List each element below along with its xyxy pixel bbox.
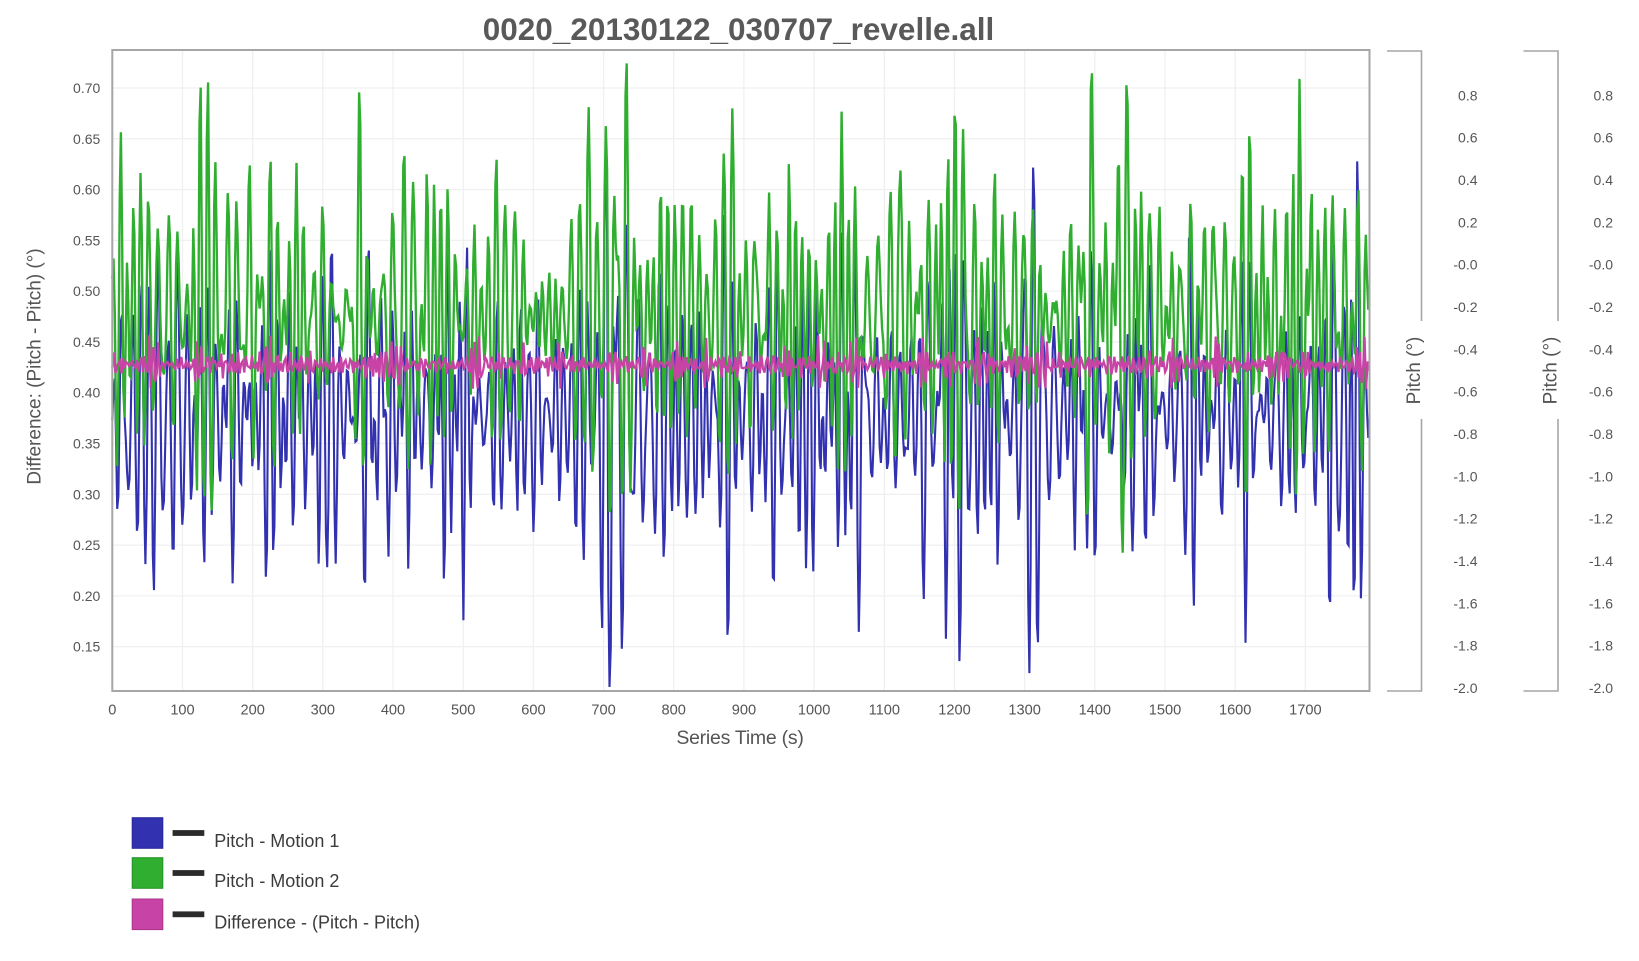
svg-text:-0.4: -0.4 bbox=[1453, 341, 1477, 357]
svg-text:1100: 1100 bbox=[869, 703, 900, 719]
svg-text:0.4: 0.4 bbox=[1458, 172, 1478, 188]
svg-text:-1.8: -1.8 bbox=[1453, 638, 1477, 654]
svg-text:-1.6: -1.6 bbox=[1453, 595, 1477, 611]
svg-text:1300: 1300 bbox=[1008, 703, 1040, 719]
svg-text:0.70: 0.70 bbox=[73, 80, 100, 96]
svg-text:0.30: 0.30 bbox=[73, 486, 100, 502]
svg-text:-1.8: -1.8 bbox=[1589, 638, 1613, 654]
svg-text:0.50: 0.50 bbox=[73, 283, 100, 299]
svg-text:Pitch - Motion 2: Pitch - Motion 2 bbox=[214, 871, 339, 891]
svg-text:0.25: 0.25 bbox=[73, 537, 100, 553]
svg-text:1700: 1700 bbox=[1289, 703, 1321, 719]
svg-text:Difference: (Pitch - Pitch) (°: Difference: (Pitch - Pitch) (°) bbox=[25, 248, 46, 484]
svg-text:-0.8: -0.8 bbox=[1589, 426, 1613, 442]
svg-text:1200: 1200 bbox=[938, 703, 970, 719]
svg-text:1000: 1000 bbox=[798, 703, 830, 719]
svg-text:0.2: 0.2 bbox=[1458, 214, 1478, 230]
svg-text:0.2: 0.2 bbox=[1594, 214, 1614, 230]
svg-text:Pitch - Motion 1: Pitch - Motion 1 bbox=[214, 831, 339, 851]
svg-text:-0.8: -0.8 bbox=[1453, 426, 1477, 442]
svg-text:0.4: 0.4 bbox=[1594, 172, 1614, 188]
svg-text:Series Time (s): Series Time (s) bbox=[676, 727, 803, 749]
svg-text:1400: 1400 bbox=[1079, 703, 1111, 719]
svg-text:-1.2: -1.2 bbox=[1453, 511, 1477, 527]
svg-text:-0.6: -0.6 bbox=[1589, 384, 1613, 400]
svg-text:100: 100 bbox=[170, 703, 194, 719]
svg-text:-1.6: -1.6 bbox=[1589, 595, 1613, 611]
svg-text:300: 300 bbox=[311, 703, 335, 719]
svg-text:400: 400 bbox=[381, 703, 405, 719]
svg-text:0.40: 0.40 bbox=[73, 385, 100, 401]
svg-text:-0.4: -0.4 bbox=[1589, 341, 1613, 357]
svg-text:1600: 1600 bbox=[1219, 703, 1251, 719]
svg-text:700: 700 bbox=[591, 703, 615, 719]
svg-text:0.15: 0.15 bbox=[73, 639, 100, 655]
svg-text:200: 200 bbox=[241, 703, 265, 719]
svg-text:0.6: 0.6 bbox=[1458, 130, 1478, 146]
svg-text:-0.2: -0.2 bbox=[1453, 299, 1477, 315]
svg-text:-2.0: -2.0 bbox=[1589, 680, 1613, 696]
svg-text:800: 800 bbox=[662, 703, 686, 719]
svg-text:0.55: 0.55 bbox=[73, 232, 100, 248]
svg-text:Difference - (Pitch - Pitch): Difference - (Pitch - Pitch) bbox=[214, 913, 420, 933]
svg-text:0.65: 0.65 bbox=[73, 131, 100, 147]
svg-text:-0.0: -0.0 bbox=[1589, 257, 1613, 273]
svg-text:0.35: 0.35 bbox=[73, 436, 100, 452]
svg-text:-2.0: -2.0 bbox=[1453, 680, 1477, 696]
svg-text:-1.2: -1.2 bbox=[1589, 511, 1613, 527]
svg-text:0.20: 0.20 bbox=[73, 588, 100, 604]
svg-text:500: 500 bbox=[451, 703, 475, 719]
svg-text:Pitch (°): Pitch (°) bbox=[1541, 337, 1562, 405]
svg-text:0.6: 0.6 bbox=[1594, 130, 1614, 146]
svg-text:0: 0 bbox=[108, 703, 116, 719]
svg-text:-0.6: -0.6 bbox=[1453, 384, 1477, 400]
svg-text:0.60: 0.60 bbox=[73, 182, 100, 198]
svg-text:900: 900 bbox=[732, 703, 756, 719]
svg-text:0.8: 0.8 bbox=[1594, 87, 1614, 103]
svg-text:-0.2: -0.2 bbox=[1589, 299, 1613, 315]
svg-text:-1.4: -1.4 bbox=[1453, 553, 1477, 569]
svg-text:600: 600 bbox=[521, 703, 545, 719]
svg-text:0.45: 0.45 bbox=[73, 334, 100, 350]
svg-text:-1.0: -1.0 bbox=[1453, 468, 1477, 484]
svg-text:Pitch (°): Pitch (°) bbox=[1404, 337, 1425, 405]
svg-text:-1.0: -1.0 bbox=[1589, 468, 1613, 484]
svg-text:0020_20130122_030707_revelle.a: 0020_20130122_030707_revelle.all bbox=[483, 11, 995, 47]
svg-text:-1.4: -1.4 bbox=[1589, 553, 1613, 569]
svg-text:1500: 1500 bbox=[1149, 703, 1181, 719]
svg-text:0.8: 0.8 bbox=[1458, 87, 1478, 103]
svg-text:-0.0: -0.0 bbox=[1453, 257, 1477, 273]
